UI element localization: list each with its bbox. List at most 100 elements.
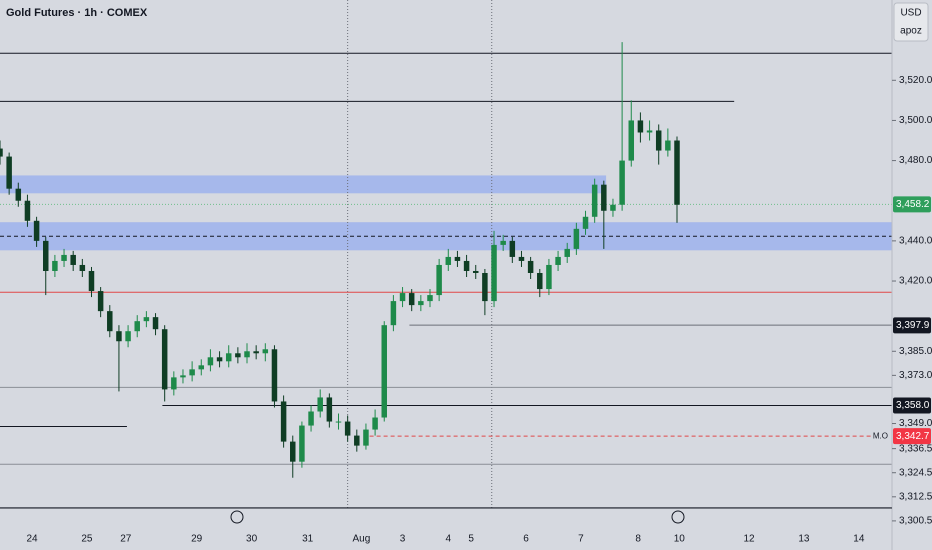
candle-body xyxy=(363,429,369,446)
price-label-box xyxy=(893,317,931,334)
candle-body xyxy=(235,353,241,358)
candle-body xyxy=(372,417,378,430)
y-tick-label: 3,420.0 xyxy=(899,276,932,287)
candle-body xyxy=(354,435,360,446)
plot xyxy=(0,0,892,508)
candle-body xyxy=(61,254,67,261)
currency[interactable]: USD xyxy=(900,8,921,19)
x-tick-label: 29 xyxy=(191,534,203,545)
y-tick-label: 3,500.0 xyxy=(899,115,932,126)
candle-body xyxy=(317,397,323,412)
price-label-box xyxy=(893,397,931,414)
candle-body xyxy=(427,295,433,302)
zone xyxy=(0,175,607,194)
candle-body xyxy=(573,228,580,249)
y-tick-label: 3,385.0 xyxy=(899,346,932,357)
y-tick-label: 3,324.5 xyxy=(899,467,932,478)
candle-body xyxy=(326,397,333,422)
candle-body xyxy=(189,369,195,376)
candle-body xyxy=(472,270,479,273)
candle-body xyxy=(15,188,22,201)
candle-body xyxy=(33,220,40,241)
x-tick-label: 27 xyxy=(120,534,132,545)
y-tick-label: 3,440.0 xyxy=(899,236,932,247)
price-label: 3,342.7 xyxy=(896,431,930,442)
candle-body xyxy=(482,272,488,302)
candle-body xyxy=(216,357,223,362)
y-tick-label: 3,300.5 xyxy=(899,516,932,527)
candle-body xyxy=(335,421,342,423)
candle-body xyxy=(674,140,680,205)
candle-body xyxy=(262,349,269,354)
candle-body xyxy=(491,244,497,302)
price-label: 3,397.9 xyxy=(896,320,930,331)
candle-body xyxy=(88,270,95,292)
x-tick-label: 7 xyxy=(578,534,584,545)
candle-body xyxy=(637,120,644,133)
candle-body xyxy=(225,353,232,362)
candle-body xyxy=(463,260,470,271)
candle-body xyxy=(665,140,671,151)
candle-body xyxy=(454,256,461,261)
price-label: 3,458.2 xyxy=(896,199,930,210)
candle-body xyxy=(299,425,305,462)
candle-body xyxy=(344,421,351,436)
candle-body xyxy=(619,160,625,205)
candle-body xyxy=(171,377,177,390)
y-tick-label: 3,336.5 xyxy=(899,443,932,454)
candle-body xyxy=(628,120,635,161)
candle-body xyxy=(655,130,662,151)
y-tick-label: 3,480.0 xyxy=(899,155,932,166)
candle-body xyxy=(24,200,31,221)
candle-body xyxy=(646,130,653,133)
candle-body xyxy=(271,349,278,402)
candle-body xyxy=(418,301,424,306)
x-tick-label: 12 xyxy=(743,534,755,545)
candle-body xyxy=(500,240,506,245)
candle-body xyxy=(52,260,58,271)
candle-body xyxy=(564,248,570,257)
candle-body xyxy=(244,351,250,358)
y-tick-label: 3,520.0 xyxy=(899,75,932,86)
x-tick-label: 31 xyxy=(302,534,314,545)
x-tick-label: 4 xyxy=(446,534,452,545)
event-icon[interactable] xyxy=(671,510,685,524)
candle-body xyxy=(198,365,205,370)
candle-body xyxy=(537,272,543,290)
candle-body xyxy=(79,264,86,271)
candle-body xyxy=(582,216,589,229)
candle-body xyxy=(6,156,12,189)
x-tick-label: 3 xyxy=(400,534,406,545)
x-tick-label: Aug xyxy=(352,534,370,545)
y-tick-label: 3,349.0 xyxy=(899,418,932,429)
candle-body xyxy=(280,401,287,442)
candle-body xyxy=(152,317,159,330)
candle-body xyxy=(555,256,561,265)
user[interactable]: apoz xyxy=(900,26,922,37)
candle-body xyxy=(134,321,140,332)
candle-body xyxy=(445,256,452,265)
candle-body xyxy=(527,260,534,273)
candle-body xyxy=(161,329,168,390)
candle-body xyxy=(381,325,387,418)
nav-icon[interactable] xyxy=(230,510,244,524)
x-tick-label: 30 xyxy=(246,534,258,545)
candle-body xyxy=(180,375,186,378)
y-tick-label: 3,373.0 xyxy=(899,370,932,381)
x-tick-label: 24 xyxy=(26,534,38,545)
currency-box[interactable] xyxy=(893,2,929,42)
candle-body xyxy=(601,184,607,211)
y-tick-label: 3,312.5 xyxy=(899,491,932,502)
candle-body xyxy=(591,184,598,217)
candle-body xyxy=(390,301,397,326)
price-note: M.O xyxy=(873,431,888,440)
candle-body xyxy=(70,254,76,265)
price-label-box xyxy=(893,196,931,213)
candle-body xyxy=(408,293,415,306)
candle-body xyxy=(0,148,3,157)
candle-body xyxy=(207,357,214,366)
price-label-box xyxy=(893,428,931,445)
candle-body xyxy=(308,411,314,426)
x-tick-label: 13 xyxy=(798,534,810,545)
candle-body xyxy=(253,351,259,354)
